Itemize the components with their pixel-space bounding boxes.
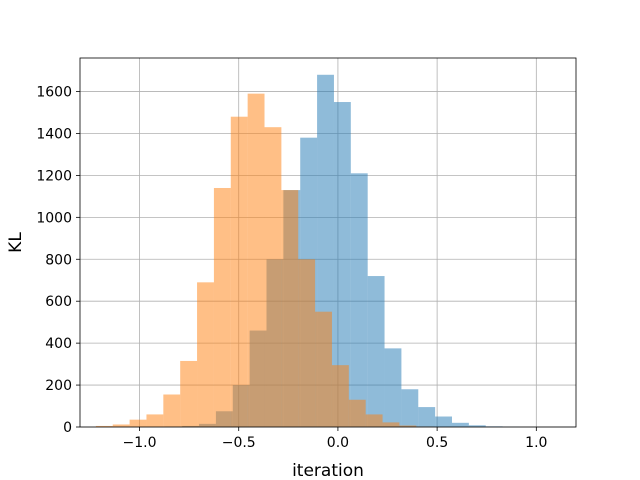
- histogram-bar-series-2: [331, 365, 349, 427]
- histogram-bar-series-1: [418, 407, 436, 427]
- x-tick-label: −0.5: [222, 435, 256, 451]
- histogram-bar-series-1: [401, 389, 419, 427]
- histogram-bar-series-2: [399, 425, 417, 427]
- axes-frame: [79, 57, 577, 428]
- histogram-bar-series-2: [348, 399, 366, 427]
- histogram-bar-series-1: [333, 102, 351, 427]
- axes-border: [79, 57, 577, 428]
- x-tick-label: 0.5: [426, 435, 448, 451]
- histogram-bar-series-2: [315, 311, 332, 427]
- x-tick-label: 1.0: [525, 435, 547, 451]
- histogram-bar-series-2: [180, 360, 198, 427]
- axis-ticks: −1.0 −0.5 0.0 0.5 1.0 0 200 400 600 800 1000 1200 14…: [36, 85, 547, 451]
- y-tick-label: 800: [45, 252, 72, 268]
- histogram-bar-series-1: [350, 173, 368, 427]
- histogram-bar-series-1: [384, 348, 402, 427]
- histogram-bar-series-2: [163, 394, 181, 427]
- y-tick-label: 1400: [36, 126, 72, 142]
- histogram-bar-series-1: [435, 416, 452, 427]
- histogram-bar-series-2: [247, 93, 265, 428]
- y-tick-label: 200: [45, 378, 72, 394]
- histogram-bar-series-2: [298, 259, 316, 427]
- x-tick-label: −1.0: [123, 435, 157, 451]
- histogram-bar-series-2: [197, 282, 214, 427]
- histogram-bar-series-2: [264, 127, 282, 427]
- y-tick-label: 1200: [36, 168, 72, 184]
- x-tick-label: 0.0: [327, 435, 349, 451]
- x-axis-label: iteration: [292, 461, 364, 480]
- histogram-bar-series-2: [129, 419, 147, 427]
- histogram-bar-series-1: [452, 422, 469, 427]
- y-tick-label: 600: [45, 294, 72, 310]
- histogram-bar-series-2: [230, 116, 248, 428]
- histogram-bar-series-2: [146, 414, 164, 427]
- histogram-bars: [95, 74, 520, 428]
- histogram-bar-series-2: [95, 425, 113, 427]
- y-tick-label: 0: [63, 420, 72, 436]
- histogram-bar-series-2: [213, 187, 231, 427]
- y-tick-label: 400: [45, 336, 72, 352]
- histogram-bar-series-2: [365, 414, 383, 427]
- histogram-bar-series-2: [112, 424, 130, 427]
- histogram-bar-series-1: [367, 276, 385, 427]
- y-tick-label: 1000: [36, 210, 72, 226]
- y-axis-label: KL: [6, 232, 26, 253]
- histogram-bar-series-2: [382, 422, 400, 427]
- histogram-bar-series-2: [281, 190, 299, 427]
- y-tick-label: 1600: [36, 85, 72, 101]
- histogram-bar-series-1: [468, 425, 486, 427]
